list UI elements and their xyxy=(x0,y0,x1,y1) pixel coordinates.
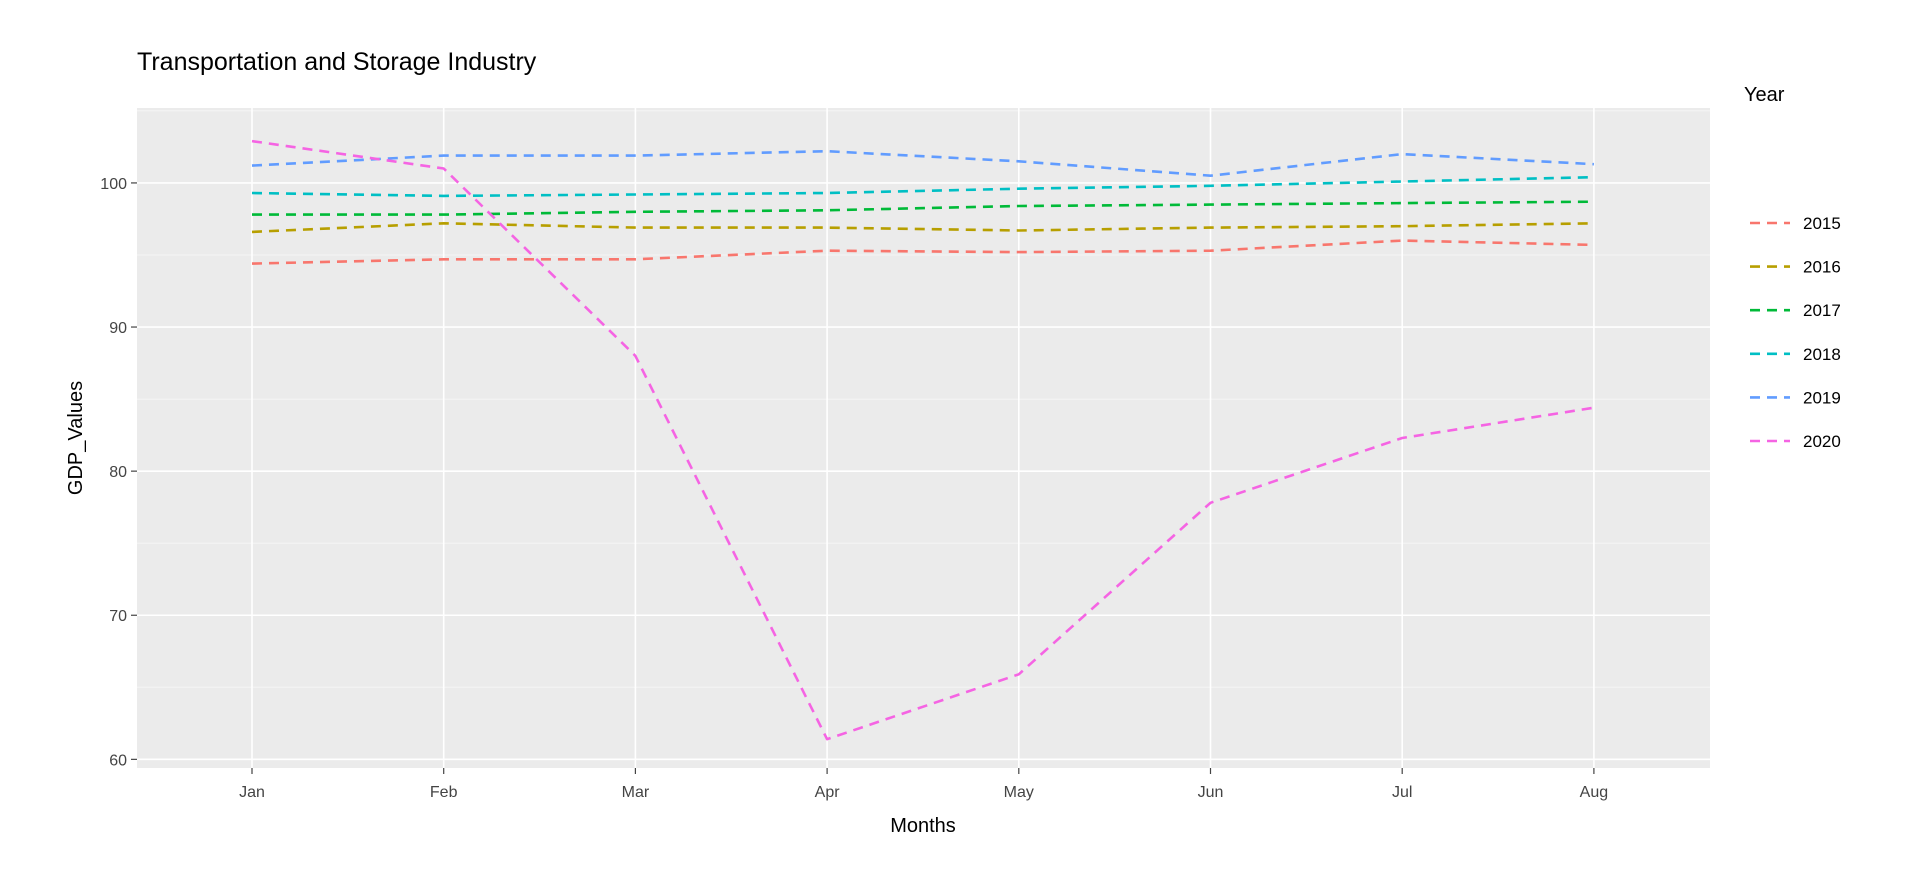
y-tick-label: 90 xyxy=(109,320,127,337)
series-lines xyxy=(251,139,1595,741)
x-tick-label: Jul xyxy=(1392,784,1412,801)
series-line-2017 xyxy=(252,200,1594,216)
grid-lines xyxy=(137,108,1710,768)
legend-label-2019: 2019 xyxy=(1803,388,1841,407)
x-tick-label: Feb xyxy=(430,784,458,801)
series-line-2016 xyxy=(251,222,1594,234)
x-tick-label: Mar xyxy=(622,784,650,801)
legend-label-2016: 2016 xyxy=(1803,258,1841,277)
y-tick-label: 80 xyxy=(109,464,127,481)
legend-label-2020: 2020 xyxy=(1803,432,1841,451)
x-tick-label: Jan xyxy=(239,784,265,801)
x-tick-label: Apr xyxy=(815,784,841,801)
y-tick-label: 60 xyxy=(109,752,127,769)
legend-label-2015: 2015 xyxy=(1803,214,1841,233)
legend: 2015 2016 2017 2018 2019 2020 xyxy=(1750,214,1841,451)
legend-title: Year xyxy=(1744,84,1785,106)
y-tick-label: 100 xyxy=(100,176,127,193)
series-line-2018 xyxy=(251,175,1594,198)
x-tick-label: May xyxy=(1004,784,1034,801)
x-tick-label: Jun xyxy=(1198,784,1224,801)
series-line-2020 xyxy=(251,139,1595,741)
series-line-2019 xyxy=(251,149,1594,177)
x-tick-label: Aug xyxy=(1580,784,1608,801)
chart-title: Transportation and Storage Industry xyxy=(137,48,537,76)
legend-label-2017: 2017 xyxy=(1803,301,1841,320)
x-axis-label: Months xyxy=(890,815,956,837)
plot-panel xyxy=(137,108,1710,768)
y-tick-label: 70 xyxy=(109,608,127,625)
y-axis-label: GDP_Values xyxy=(65,381,87,495)
legend-label-2018: 2018 xyxy=(1803,345,1841,364)
series-line-2015 xyxy=(251,239,1594,265)
axis-ticks: 60 70 80 90 100 Jan Feb Mar Apr May Jun Jul Aug xyxy=(100,176,1608,801)
